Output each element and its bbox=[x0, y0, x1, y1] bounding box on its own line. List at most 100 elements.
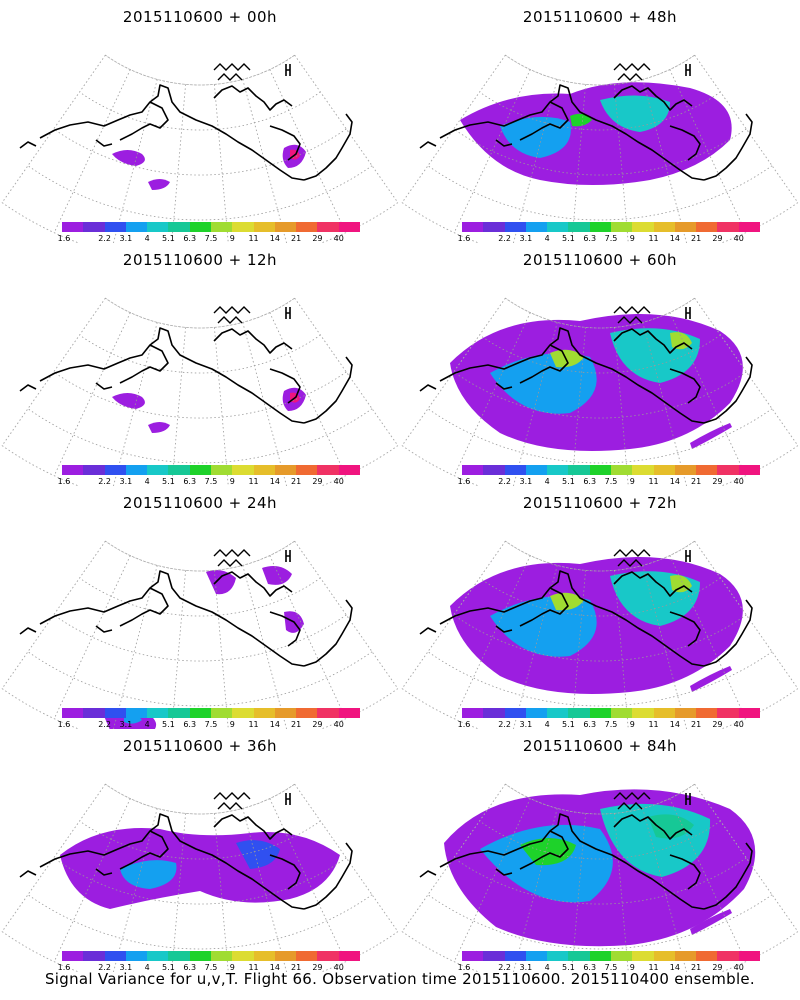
colorbar-labels: 1.6 2.2 3.1 4 5.1 6.3 7.5 9 11 14 21 29 40 bbox=[58, 720, 360, 730]
colorbar-tick-label: 6.3 bbox=[183, 963, 197, 972]
colorbar-swatch bbox=[483, 465, 505, 475]
colorbar-swatch bbox=[547, 465, 569, 475]
colorbar-swatch bbox=[232, 708, 254, 718]
coastline bbox=[303, 842, 353, 910]
colorbar-tick-label: 14 bbox=[269, 720, 280, 729]
coastline bbox=[669, 368, 701, 404]
coastline bbox=[39, 327, 305, 424]
coastline bbox=[269, 125, 301, 161]
colorbar-swatch bbox=[674, 708, 697, 718]
colorbar-tick-label: 21 bbox=[691, 720, 702, 729]
colorbar-tick-label: 1.6 bbox=[457, 720, 471, 729]
colorbar bbox=[462, 951, 760, 961]
colorbar-tick-label: 1.6 bbox=[457, 963, 471, 972]
colorbar-swatch bbox=[296, 951, 318, 961]
panel-title: 2015110600 + 36h bbox=[122, 737, 278, 755]
colorbar-tick-label: 40 bbox=[733, 234, 744, 243]
colorbar-tick-label: 5.1 bbox=[562, 234, 575, 243]
colorbar-tick-label: 2.2 bbox=[98, 477, 111, 486]
colorbar-swatch bbox=[632, 951, 654, 961]
colorbar-tick-label: 4 bbox=[144, 477, 150, 486]
colorbar-swatch bbox=[232, 465, 254, 475]
colorbar-swatch bbox=[125, 465, 148, 475]
colorbar-swatch bbox=[274, 222, 297, 232]
colorbar-tick-label: 6.3 bbox=[583, 477, 597, 486]
latitude-line bbox=[105, 297, 295, 329]
variance-field bbox=[112, 393, 145, 409]
colorbar-tick-label: 9 bbox=[629, 477, 635, 486]
map-panel: 2015110600 + 12h 1.6 2.2 3.1 4 5.1 6.3 7.5 9 11 14… bbox=[0, 243, 400, 486]
colorbar-swatch bbox=[104, 708, 126, 718]
panel-title: 2015110600 + 12h bbox=[122, 251, 278, 269]
colorbar-swatch bbox=[253, 222, 275, 232]
colorbar bbox=[62, 708, 360, 718]
colorbar-tick-label: 14 bbox=[269, 477, 280, 486]
colorbar-labels: 1.6 2.2 3.1 4 5.1 6.3 7.5 9 11 14 21 29 40 bbox=[458, 963, 760, 973]
map-boundary bbox=[1, 297, 399, 486]
colorbar-swatch bbox=[483, 951, 505, 961]
variance-field bbox=[648, 814, 694, 839]
coastline bbox=[419, 141, 437, 149]
colorbar bbox=[462, 222, 760, 232]
map-canvas bbox=[401, 783, 799, 972]
coastline bbox=[269, 854, 301, 890]
coastline bbox=[285, 793, 291, 805]
colorbar-swatch bbox=[696, 708, 718, 718]
coastline bbox=[495, 139, 513, 147]
colorbar-tick-label: 7.5 bbox=[604, 477, 618, 486]
colorbar-swatch bbox=[525, 222, 548, 232]
map-group bbox=[401, 540, 799, 729]
colorbar-tick-label: 11 bbox=[248, 720, 259, 729]
map-canvas bbox=[1, 540, 399, 729]
colorbar-tick-label: 5.1 bbox=[162, 234, 175, 243]
colorbar-tick-label: 5.1 bbox=[162, 477, 175, 486]
map-canvas bbox=[1, 297, 399, 486]
coastline bbox=[213, 306, 251, 324]
colorbar-tick-label: 3.1 bbox=[519, 477, 533, 486]
colorbar-swatch bbox=[504, 465, 526, 475]
colorbar-swatch bbox=[274, 708, 297, 718]
colorbar-swatch bbox=[168, 951, 190, 961]
coastline bbox=[39, 84, 305, 181]
coastline bbox=[285, 64, 291, 76]
map-canvas bbox=[1, 54, 399, 243]
colorbar-tick-label: 9 bbox=[629, 720, 635, 729]
colorbar-tick-label: 1.6 bbox=[457, 234, 471, 243]
coastline bbox=[19, 141, 37, 149]
colorbar-swatch bbox=[610, 222, 633, 232]
colorbar-swatch bbox=[147, 222, 169, 232]
colorbar-swatch bbox=[210, 708, 233, 718]
colorbar-swatch bbox=[653, 222, 675, 232]
colorbar-tick-label: 29 bbox=[312, 234, 323, 243]
coastline bbox=[669, 611, 701, 647]
colorbar-swatch bbox=[525, 465, 548, 475]
map-panel: 2015110600 + 00h 1.6 2.2 3.1 4 5.1 6.3 7.5 9 11 14… bbox=[0, 0, 400, 243]
colorbar-swatch bbox=[168, 465, 190, 475]
coastline bbox=[39, 570, 305, 667]
panel-title: 2015110600 + 24h bbox=[122, 494, 278, 512]
colorbar-swatch bbox=[568, 222, 590, 232]
colorbar-tick-label: 3.1 bbox=[119, 477, 133, 486]
coastline bbox=[213, 792, 251, 810]
colorbar-swatch bbox=[83, 708, 105, 718]
latitude-line bbox=[105, 54, 295, 86]
coastline bbox=[303, 113, 353, 181]
coastline bbox=[703, 842, 753, 910]
map-group bbox=[1, 540, 399, 729]
colorbar-tick-label: 1.6 bbox=[57, 720, 71, 729]
colorbar-tick-label: 11 bbox=[648, 234, 659, 243]
colorbar-tick-label: 21 bbox=[691, 477, 702, 486]
latitude-line bbox=[27, 165, 373, 221]
colorbar-swatch bbox=[317, 222, 339, 232]
variance-field bbox=[690, 423, 732, 449]
latitude-line bbox=[27, 894, 373, 950]
colorbar-swatch bbox=[338, 951, 360, 961]
colorbar-swatch bbox=[632, 465, 654, 475]
latitude-line bbox=[453, 128, 747, 176]
colorbar-tick-label: 5.1 bbox=[162, 720, 175, 729]
colorbar-swatch bbox=[147, 951, 169, 961]
map-panel: 2015110600 + 24h 1.6 2.2 3.1 4 5.1 6.3 7.5 9 11 14… bbox=[0, 486, 400, 729]
coastline bbox=[685, 793, 691, 805]
latitude-line bbox=[53, 128, 347, 176]
panel-title: 2015110600 + 72h bbox=[522, 494, 678, 512]
